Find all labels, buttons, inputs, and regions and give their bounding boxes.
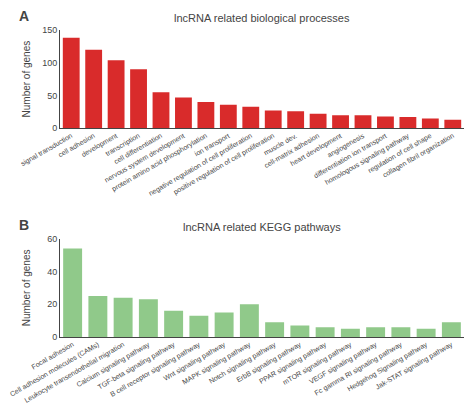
svg-text:muscle dev.: muscle dev. [263, 132, 298, 157]
svg-text:differentiation ion transport: differentiation ion transport [313, 132, 389, 180]
svg-text:B: B [19, 217, 29, 233]
svg-text:mTOR signaling pathway: mTOR signaling pathway [282, 340, 354, 386]
svg-text:MAPK signaling pathway: MAPK signaling pathway [181, 340, 252, 386]
svg-text:100: 100 [42, 58, 57, 68]
svg-text:Wnt signaling pathway: Wnt signaling pathway [162, 340, 227, 382]
svg-text:VEGF signaling pathway: VEGF signaling pathway [308, 340, 379, 386]
svg-text:collagen fibril organization: collagen fibril organization [381, 132, 455, 179]
svg-text:protein amino acid phosphoryla: protein amino acid phosphorylation [111, 132, 209, 193]
svg-text:nervous system development: nervous system development [103, 132, 186, 184]
svg-text:150: 150 [42, 25, 57, 35]
svg-text:cell-matrix adhesion: cell-matrix adhesion [263, 132, 321, 169]
svg-text:A: A [19, 8, 29, 24]
svg-text:development: development [80, 132, 119, 159]
svg-text:Notch signaling pathway: Notch signaling pathway [208, 340, 278, 385]
svg-text:TGF-beta signaling pathway: TGF-beta signaling pathway [97, 340, 177, 391]
svg-text:transcription: transcription [104, 132, 141, 158]
svg-text:negative regulation of cell pr: negative regulation of cell proliferatio… [147, 132, 253, 198]
svg-text:40: 40 [47, 267, 57, 277]
svg-text:0: 0 [52, 332, 57, 342]
svg-text:homologous signaling pathway: homologous signaling pathway [324, 132, 411, 187]
svg-text:cell adhesion: cell adhesion [57, 132, 96, 159]
svg-text:heart development: heart development [289, 132, 343, 168]
svg-text:Calcium signaling pathway: Calcium signaling pathway [75, 340, 151, 389]
svg-text:ion transport: ion transport [193, 132, 231, 158]
svg-text:B cell receptor signaling path: B cell receptor signaling pathway [109, 340, 202, 398]
svg-text:PPAR signaling pathway: PPAR signaling pathway [258, 340, 328, 385]
svg-text:ErbB signaling pathway: ErbB signaling pathway [235, 340, 303, 384]
svg-text:lncRNA related KEGG pathways: lncRNA related KEGG pathways [183, 221, 341, 233]
svg-text:Hedgehog Signaling pathway: Hedgehog Signaling pathway [346, 340, 429, 393]
svg-text:60: 60 [47, 234, 57, 244]
svg-text:regulation of cell shape: regulation of cell shape [367, 132, 433, 175]
svg-text:Leukocyte transendothelial mig: Leukocyte transendothelial migration [23, 341, 126, 405]
svg-text:lncRNA related biological proc: lncRNA related biological processes [174, 12, 350, 24]
svg-text:Jak-STAT signaling pathway: Jak-STAT signaling pathway [374, 340, 454, 391]
svg-text:Number of genes: Number of genes [21, 41, 32, 118]
svg-text:Number of genes: Number of genes [21, 250, 32, 327]
svg-text:signal transduction: signal transduction [19, 132, 74, 168]
svg-text:Cell adhesion molecules (CAMs): Cell adhesion molecules (CAMs) [9, 341, 101, 399]
svg-text:positive regulation of cell pr: positive regulation of cell proliferatio… [172, 132, 276, 197]
svg-text:angiogenesis: angiogenesis [326, 132, 366, 160]
svg-text:20: 20 [47, 299, 57, 309]
svg-text:50: 50 [47, 91, 57, 101]
svg-text:Focal adhesion: Focal adhesion [30, 341, 75, 371]
svg-text:Fc gamma RI signaling pathway: Fc gamma RI signaling pathway [313, 340, 404, 397]
svg-text:cell differentiation: cell differentiation [113, 132, 164, 165]
svg-text:0: 0 [52, 123, 57, 133]
